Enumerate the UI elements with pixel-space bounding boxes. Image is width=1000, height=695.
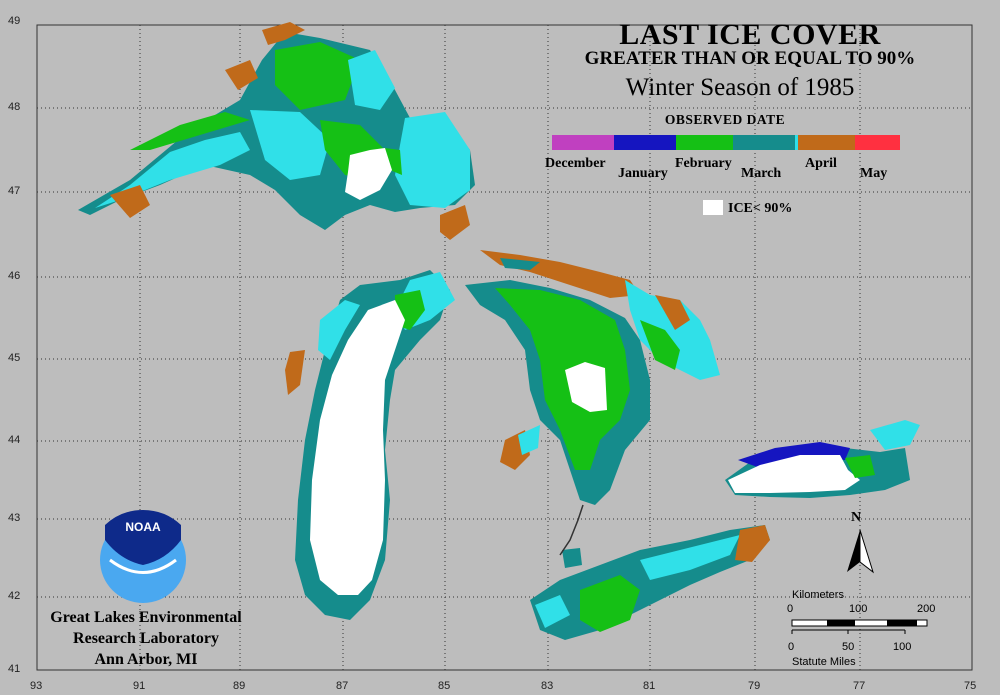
lat-label: 47 — [8, 185, 21, 197]
lat-label: 41 — [8, 663, 21, 675]
swatch-ice-lt-90 — [703, 200, 723, 215]
lon-label: 93 — [30, 680, 43, 692]
map-frame — [36, 24, 973, 671]
scale-km-tick: 200 — [917, 603, 936, 615]
north-channel — [480, 250, 640, 298]
lat-label: 44 — [8, 434, 21, 446]
lake-erie — [530, 525, 770, 640]
swatch-april — [798, 135, 855, 150]
lat-label: 45 — [8, 352, 21, 364]
scale-mi-tick: 50 — [842, 641, 855, 653]
swatch-may — [855, 135, 900, 150]
lon-label: 89 — [233, 680, 246, 692]
lon-label: 85 — [438, 680, 451, 692]
scale-mi-tick: 0 — [788, 641, 795, 653]
lon-label: 83 — [541, 680, 554, 692]
legend-color-bar — [552, 135, 900, 215]
lon-label: 79 — [748, 680, 761, 692]
scale-km-label: Kilometers — [792, 589, 844, 601]
lake-huron — [465, 280, 720, 505]
lon-label: 81 — [643, 680, 656, 692]
legend-month-april: April — [805, 156, 837, 171]
lat-label: 46 — [8, 270, 21, 282]
credit-line-3: Ann Arbor, MI — [94, 651, 198, 668]
swatch-march — [733, 135, 795, 150]
legend-month-march: March — [741, 166, 782, 181]
lat-label: 49 — [8, 15, 21, 27]
lake-superior — [78, 22, 475, 240]
swatch-february — [676, 135, 733, 150]
legend-title: OBSERVED DATE — [664, 112, 786, 127]
lake-ontario — [725, 420, 920, 498]
lake-michigan — [285, 270, 455, 620]
lat-label: 43 — [8, 512, 21, 524]
lake-st-clair — [559, 504, 584, 568]
lon-label: 91 — [133, 680, 146, 692]
map-title: LAST ICE COVER — [619, 18, 881, 51]
map-subtitle: GREATER THAN OR EQUAL TO 90% — [584, 48, 916, 69]
legend-month-january: January — [618, 166, 668, 181]
season-label: Winter Season of 1985 — [625, 74, 855, 101]
swatch-march-late — [795, 135, 798, 150]
scale-km-tick: 100 — [849, 603, 868, 615]
swatch-december — [552, 135, 614, 150]
lon-label: 75 — [964, 680, 977, 692]
legend-month-february: February — [675, 156, 732, 171]
legend-month-may: May — [860, 166, 888, 181]
legend-ice-label: ICE< 90% — [728, 201, 793, 216]
credit-line-1: Great Lakes Environmental — [50, 609, 242, 626]
north-arrow-icon — [847, 529, 874, 574]
swatch-january — [614, 135, 676, 150]
lat-label: 42 — [8, 590, 21, 602]
noaa-logo-text: NOAA — [125, 520, 161, 534]
scale-bar — [791, 619, 928, 634]
noaa-logo-icon — [100, 510, 186, 603]
north-label: N — [851, 510, 862, 525]
lon-label: 87 — [336, 680, 349, 692]
legend-month-december: December — [545, 156, 606, 171]
lat-label: 48 — [8, 101, 21, 113]
scale-mi-label: Statute Miles — [792, 656, 856, 668]
scale-mi-tick: 100 — [893, 641, 912, 653]
lon-label: 77 — [853, 680, 866, 692]
scale-km-tick: 0 — [787, 603, 794, 615]
credit-line-2: Research Laboratory — [73, 630, 219, 647]
